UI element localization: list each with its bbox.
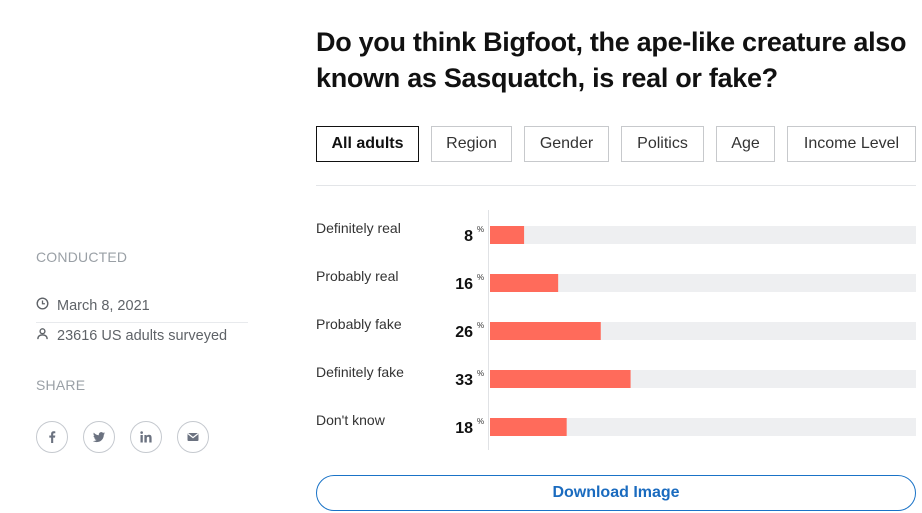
category-label: Definitely real: [316, 220, 401, 236]
filter-tabs: All adults Region Gender Politics Age In…: [316, 126, 916, 162]
clock-icon: [36, 297, 57, 314]
survey-date-text: March 8, 2021: [57, 297, 150, 314]
tab-age[interactable]: Age: [716, 126, 775, 162]
tab-income-level[interactable]: Income Level: [787, 126, 916, 162]
conducted-label: CONDUCTED: [36, 249, 128, 265]
value-label: 16: [455, 276, 473, 293]
unit-label: %: [477, 369, 484, 378]
tab-all-adults[interactable]: All adults: [316, 126, 419, 162]
results-chart: Definitely real 8% Probably real 16% Probabl…: [316, 200, 916, 456]
linkedin-icon: [140, 431, 152, 443]
value-label: 33: [455, 372, 473, 389]
unit-label: %: [477, 417, 484, 426]
share-facebook-button[interactable]: [36, 421, 68, 453]
user-icon: [36, 327, 57, 344]
tab-gender[interactable]: Gender: [524, 126, 609, 162]
share-buttons: [36, 421, 209, 453]
poll-question: Do you think Bigfoot, the ape-like creat…: [316, 27, 907, 93]
download-image-button[interactable]: Download Image: [316, 475, 916, 511]
category-label: Definitely fake: [316, 364, 404, 380]
email-icon: [187, 433, 199, 441]
bar: [490, 370, 631, 388]
bar: [490, 226, 525, 244]
share-twitter-button[interactable]: [83, 421, 115, 453]
category-label: Don't know: [316, 412, 386, 428]
value-label: 18: [455, 420, 473, 437]
tabs-divider: [316, 185, 916, 186]
bar-track: [490, 418, 916, 436]
category-label: Probably fake: [316, 316, 402, 332]
survey-count: 23616 US adults surveyed: [36, 327, 227, 344]
chart-axis-line: [488, 210, 489, 450]
bar: [490, 322, 601, 340]
tab-politics[interactable]: Politics: [621, 126, 704, 162]
bar-track: [490, 226, 916, 244]
tab-region[interactable]: Region: [431, 126, 512, 162]
twitter-icon: [92, 432, 105, 443]
category-label: Probably real: [316, 268, 399, 284]
main-content: Do you think Bigfoot, the ape-like creat…: [316, 0, 916, 513]
bar: [490, 418, 567, 436]
share-email-button[interactable]: [177, 421, 209, 453]
unit-label: %: [477, 225, 484, 234]
share-linkedin-button[interactable]: [130, 421, 162, 453]
unit-label: %: [477, 321, 484, 330]
bar-chart-svg: Definitely real 8 % Probably real 16 % Probabl…: [316, 220, 916, 437]
unit-label: %: [477, 273, 484, 282]
facebook-icon: [49, 431, 56, 443]
value-label: 26: [455, 324, 473, 341]
survey-count-text: 23616 US adults surveyed: [57, 327, 228, 344]
value-label: 8: [464, 228, 473, 245]
share-label: SHARE: [36, 377, 86, 393]
bar: [490, 274, 559, 292]
meta-divider: [36, 322, 248, 323]
bar-track: [490, 274, 916, 292]
sidebar: CONDUCTED March 8, 2021 23616 US adults …: [36, 0, 250, 513]
survey-date: March 8, 2021: [36, 297, 150, 314]
